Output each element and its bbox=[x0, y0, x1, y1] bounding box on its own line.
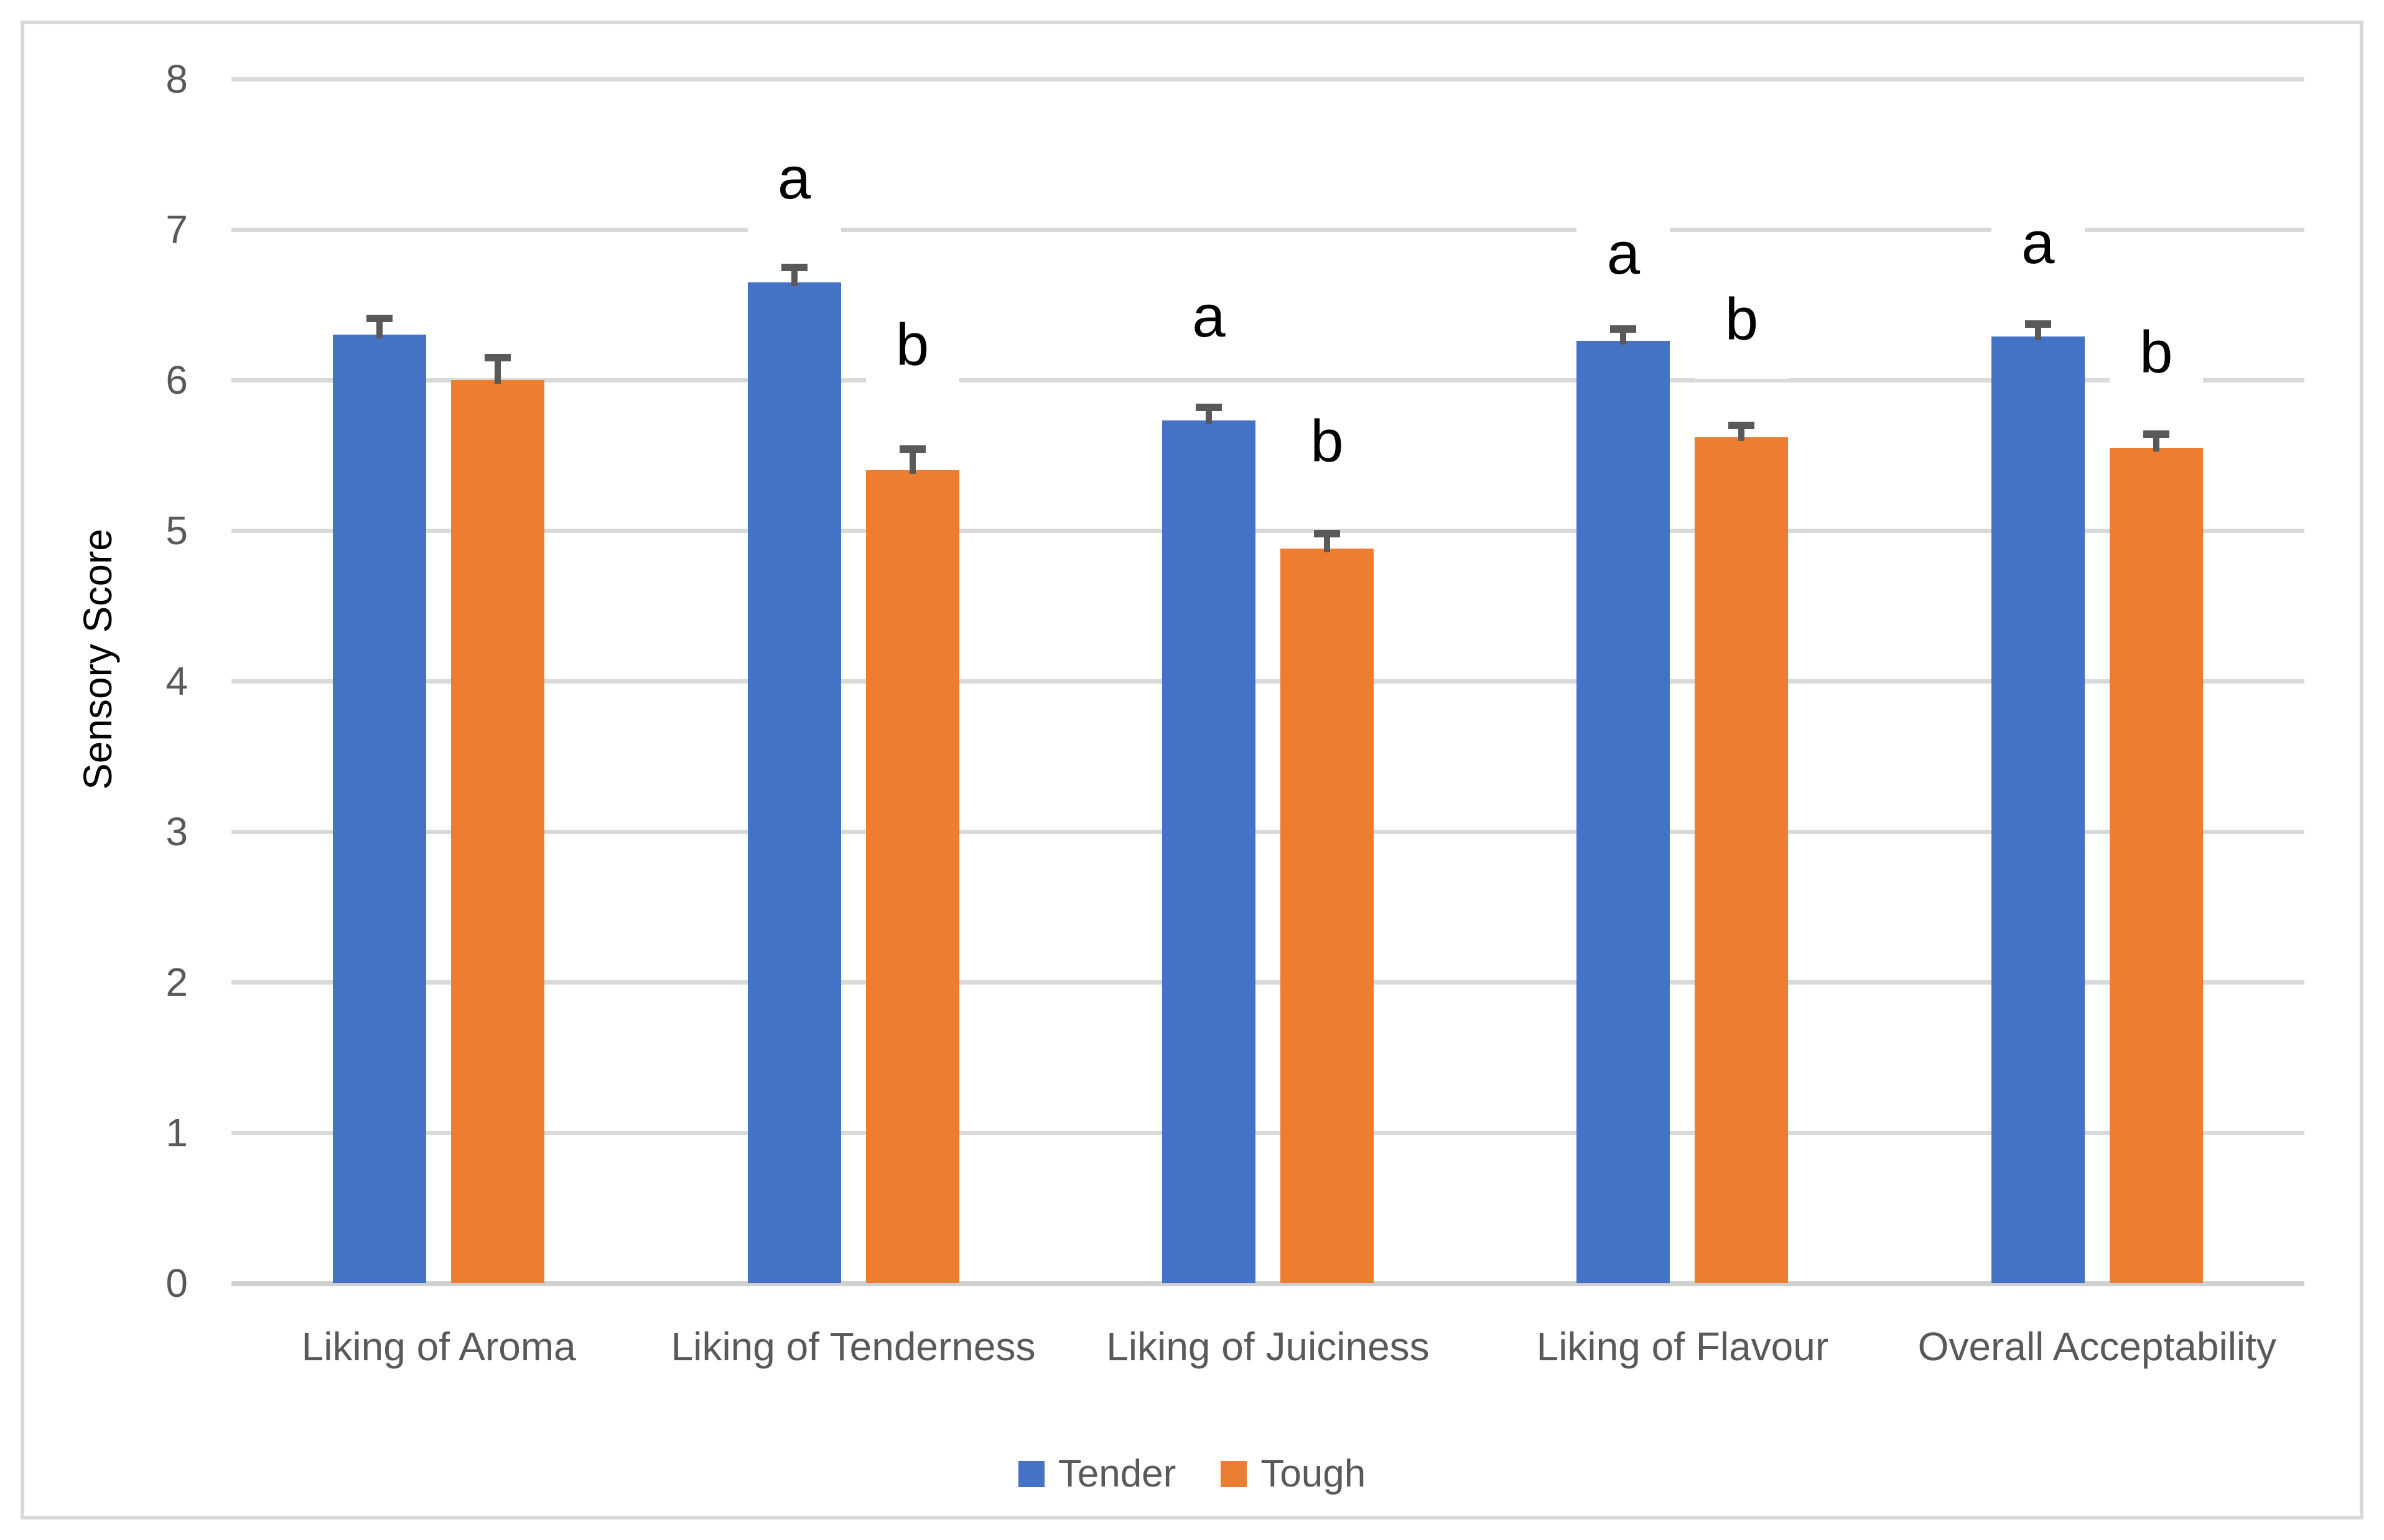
significance-letter: a bbox=[1162, 257, 1255, 376]
error-bar-stem bbox=[2153, 434, 2159, 452]
y-tick-label: 8 bbox=[165, 57, 188, 101]
y-tick-label: 0 bbox=[165, 1261, 188, 1306]
bar-tough-1 bbox=[451, 380, 545, 1283]
category-label: Liking of Flavour bbox=[1536, 1324, 1829, 1369]
y-tick-label: 2 bbox=[165, 960, 188, 1004]
error-bar-stem bbox=[1324, 533, 1330, 553]
x-axis-line bbox=[231, 1281, 2304, 1286]
error-bar-cap bbox=[1196, 403, 1222, 411]
y-tick-label: 6 bbox=[165, 358, 188, 402]
chart-border bbox=[21, 21, 2363, 1519]
y-tick-label: 4 bbox=[165, 659, 188, 703]
error-bar-stem bbox=[909, 449, 916, 475]
error-bar-stem bbox=[1206, 407, 1212, 425]
legend-item-tough: Tough bbox=[1221, 1452, 1366, 1496]
error-bar-stem bbox=[1620, 328, 1627, 345]
y-tick-label: 7 bbox=[165, 207, 188, 252]
significance-letter: a bbox=[747, 119, 841, 238]
significance-letter: b bbox=[1280, 383, 1374, 501]
category-label: Liking of Tenderness bbox=[671, 1324, 1036, 1369]
category-label: Overall Acceptability bbox=[1917, 1324, 2276, 1369]
error-bar-cap bbox=[485, 353, 511, 361]
significance-letter: a bbox=[1991, 183, 2085, 302]
gridline bbox=[231, 77, 2304, 81]
bar-tough-3 bbox=[1280, 549, 1374, 1283]
legend: Tender Tough bbox=[0, 1443, 2384, 1505]
legend-label: Tender bbox=[1058, 1452, 1176, 1495]
bar-tender-2 bbox=[747, 282, 841, 1283]
significance-letter: a bbox=[1576, 194, 1670, 313]
gridline bbox=[231, 679, 2304, 684]
error-bar-cap bbox=[1610, 325, 1637, 333]
gridline bbox=[231, 378, 2304, 383]
bar-tender-4 bbox=[1576, 341, 1670, 1283]
bar-tender-1 bbox=[333, 335, 427, 1283]
error-bar-cap bbox=[2024, 320, 2051, 328]
bar-tough-2 bbox=[865, 470, 959, 1283]
legend-swatch-tender-icon bbox=[1018, 1461, 1045, 1487]
error-bar-cap bbox=[1314, 529, 1340, 537]
error-bar-cap bbox=[1728, 421, 1755, 429]
error-bar-cap bbox=[899, 445, 926, 453]
error-bar-stem bbox=[495, 357, 501, 384]
gridline bbox=[231, 830, 2304, 834]
legend-item-tender: Tender bbox=[1018, 1452, 1176, 1496]
gridline bbox=[231, 1131, 2304, 1135]
y-tick-label: 3 bbox=[165, 809, 188, 854]
error-bar-stem bbox=[2034, 324, 2041, 340]
error-bar-stem bbox=[791, 267, 798, 286]
bar-tough-5 bbox=[2109, 447, 2203, 1283]
bar-tender-5 bbox=[1991, 336, 2085, 1283]
error-bar-stem bbox=[1738, 425, 1745, 441]
y-tick-label: 5 bbox=[165, 508, 188, 553]
error-bar-cap bbox=[2143, 430, 2169, 438]
bar-tender-3 bbox=[1162, 420, 1255, 1283]
legend-label: Tough bbox=[1260, 1452, 1366, 1495]
gridline bbox=[231, 529, 2304, 533]
significance-letter: b bbox=[2109, 294, 2203, 412]
legend-swatch-tough-icon bbox=[1221, 1461, 1247, 1487]
gridline bbox=[231, 228, 2304, 232]
significance-letter: b bbox=[865, 286, 959, 405]
error-bar-stem bbox=[376, 318, 383, 339]
error-bar-cap bbox=[366, 314, 393, 322]
category-label: Liking of Juiciness bbox=[1106, 1324, 1430, 1369]
significance-letter: b bbox=[1695, 261, 1789, 379]
y-tick-label: 1 bbox=[165, 1110, 188, 1155]
error-bar-cap bbox=[781, 263, 808, 271]
bar-tough-4 bbox=[1695, 437, 1789, 1283]
gridline bbox=[231, 980, 2304, 985]
category-label: Liking of Aroma bbox=[301, 1324, 576, 1369]
